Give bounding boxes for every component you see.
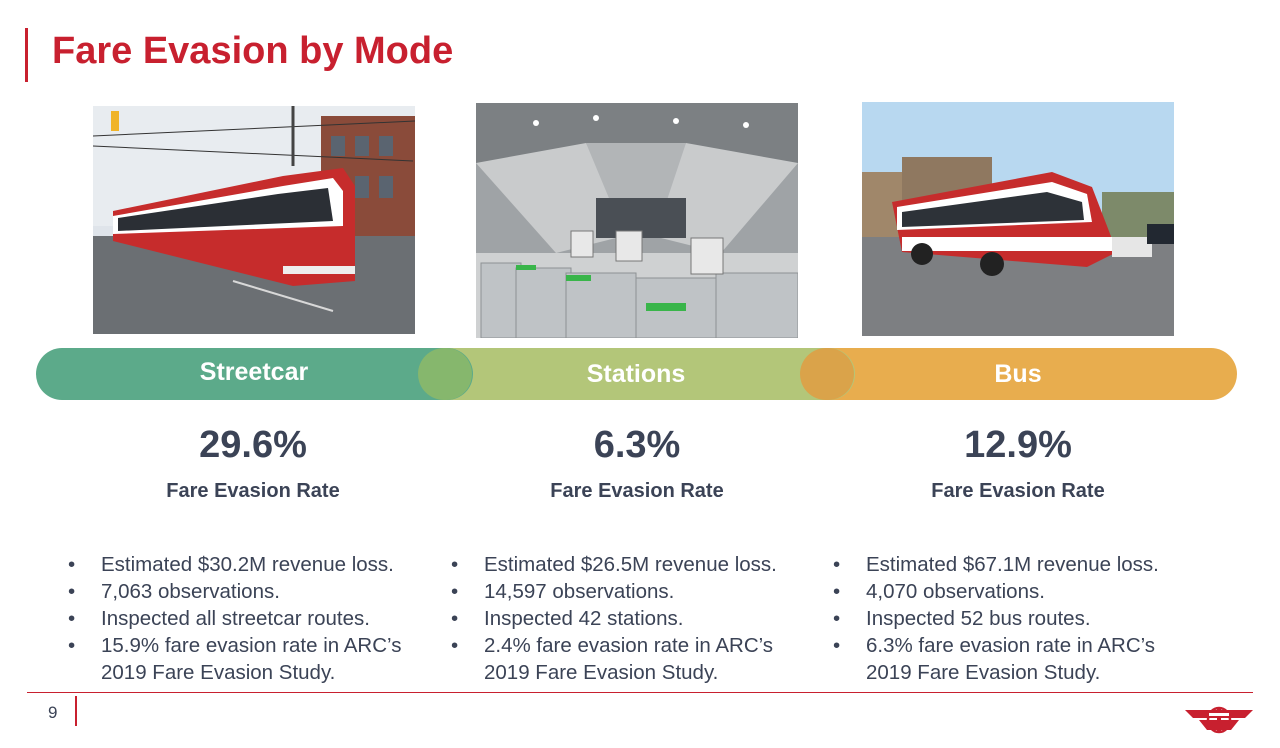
list-item: • Inspected all streetcar routes.	[68, 607, 370, 630]
bullet-icon: •	[68, 634, 76, 657]
bullet-icon: •	[451, 580, 459, 603]
stations-rate: 6.3%	[593, 424, 681, 466]
bullet-icon: •	[833, 607, 841, 630]
page-number: 9	[48, 703, 58, 722]
bus-photo	[862, 102, 1174, 336]
bullet-icon: •	[833, 580, 841, 603]
streetcar-label: Streetcar	[199, 358, 309, 386]
bullet-icon: •	[833, 634, 841, 657]
footer-divider	[27, 692, 1253, 693]
pill-overlap-circle	[418, 348, 472, 400]
station-fare-gates-photo	[476, 103, 798, 338]
bullet-icon: •	[451, 553, 459, 576]
pill-overlap-circle	[800, 348, 854, 400]
bus-label: Bus	[994, 360, 1042, 388]
streetcar-bullet-list: • Estimated $30.2M revenue loss. • 7,063 o…	[68, 551, 428, 686]
bullet-icon: •	[68, 607, 76, 630]
streetcar-rate: 29.6%	[199, 424, 307, 466]
bullet-icon: •	[451, 607, 459, 630]
streetcar-pill	[36, 348, 473, 400]
bullet-icon: •	[833, 553, 841, 576]
bus-pill	[800, 348, 1237, 400]
bus-rate: 12.9%	[964, 424, 1072, 466]
list-item: • Estimated $26.5M revenue loss.	[451, 553, 777, 576]
list-item: • 14,597 observations.	[451, 580, 675, 603]
list-item: • 2.4% fare evasion rate in ARC’s 2019 Fa…	[451, 634, 774, 684]
streetcar-rate-label: Fare Evasion Rate	[166, 480, 340, 502]
list-item: • Estimated $30.2M revenue loss.	[68, 553, 394, 576]
list-item: • Inspected 42 stations.	[451, 607, 684, 630]
bullet-icon: •	[451, 634, 459, 657]
list-item: • 7,063 observations.	[68, 580, 280, 603]
list-item: • 4,070 observations.	[833, 580, 1045, 603]
stations-rate-label: Fare Evasion Rate	[550, 480, 724, 502]
bullet-icon: •	[68, 580, 76, 603]
list-item: • 15.9% fare evasion rate in ARC’s 2019 F…	[68, 634, 402, 684]
page-number-separator	[75, 696, 77, 726]
title-accent-bar	[25, 28, 28, 82]
bus-rate-label: Fare Evasion Rate	[931, 480, 1105, 502]
bus-bullet-list: • Estimated $67.1M revenue loss. • 4,070 o…	[833, 551, 1193, 686]
stations-bullet-list: • Estimated $26.5M revenue loss. • 14,597 …	[451, 551, 811, 686]
streetcar-photo	[93, 106, 415, 334]
stations-label: Stations	[586, 360, 686, 388]
slide-title: Fare Evasion by Mode	[52, 30, 454, 72]
bullet-icon: •	[68, 553, 76, 576]
list-item: • Inspected 52 bus routes.	[833, 607, 1091, 630]
stations-pill	[418, 348, 855, 400]
list-item: • 6.3% fare evasion rate in ARC’s 2019 Fa…	[833, 634, 1156, 684]
list-item: • Estimated $67.1M revenue loss.	[833, 553, 1159, 576]
ttc-logo-icon	[1185, 702, 1253, 734]
